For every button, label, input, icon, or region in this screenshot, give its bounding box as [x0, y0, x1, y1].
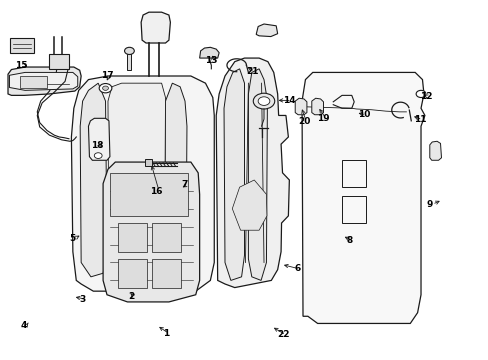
Polygon shape	[295, 98, 306, 115]
Circle shape	[102, 86, 108, 90]
Circle shape	[124, 47, 134, 54]
Text: 22: 22	[277, 330, 289, 339]
Polygon shape	[248, 69, 267, 280]
Bar	[144, 159, 152, 166]
Text: 8: 8	[346, 236, 352, 245]
Text: 14: 14	[283, 96, 295, 105]
Text: 16: 16	[150, 187, 163, 196]
Text: 19: 19	[317, 114, 329, 123]
Bar	[118, 259, 147, 288]
Text: 4: 4	[21, 321, 27, 330]
Text: 7: 7	[182, 180, 188, 189]
Circle shape	[253, 93, 274, 109]
Text: 1: 1	[163, 329, 169, 338]
Bar	[127, 53, 131, 69]
Text: 9: 9	[426, 200, 432, 209]
Polygon shape	[71, 76, 214, 291]
Polygon shape	[103, 162, 199, 302]
Text: 6: 6	[293, 265, 300, 274]
Polygon shape	[141, 12, 170, 43]
Polygon shape	[118, 180, 162, 226]
Bar	[341, 196, 366, 223]
Polygon shape	[429, 141, 441, 160]
Bar	[10, 39, 34, 53]
Polygon shape	[80, 83, 107, 277]
Polygon shape	[199, 47, 219, 58]
Polygon shape	[311, 98, 323, 115]
Bar	[152, 259, 181, 288]
Polygon shape	[302, 72, 424, 323]
Bar	[20, 76, 47, 88]
Text: 18: 18	[91, 141, 103, 150]
Polygon shape	[88, 118, 110, 160]
Polygon shape	[8, 67, 81, 95]
Polygon shape	[164, 83, 186, 280]
Bar	[118, 223, 147, 252]
Polygon shape	[256, 24, 277, 37]
Polygon shape	[9, 72, 78, 90]
Circle shape	[99, 84, 112, 93]
Polygon shape	[216, 58, 289, 288]
Polygon shape	[232, 180, 266, 230]
Bar	[49, 54, 69, 69]
Text: 2: 2	[128, 292, 134, 301]
Text: 11: 11	[413, 115, 426, 124]
Text: 21: 21	[245, 67, 258, 76]
Text: 12: 12	[419, 92, 431, 101]
Text: 10: 10	[357, 110, 369, 119]
Text: 15: 15	[15, 61, 27, 70]
Circle shape	[94, 153, 102, 158]
Bar	[110, 173, 188, 216]
Bar	[152, 223, 181, 252]
Circle shape	[258, 97, 269, 105]
Text: 3: 3	[80, 294, 85, 303]
Text: 13: 13	[204, 57, 217, 66]
Text: 17: 17	[101, 71, 113, 80]
Bar	[341, 160, 366, 187]
Text: 20: 20	[297, 117, 309, 126]
Polygon shape	[108, 83, 165, 277]
Text: 5: 5	[70, 234, 76, 243]
Polygon shape	[224, 69, 244, 280]
Circle shape	[415, 90, 425, 98]
